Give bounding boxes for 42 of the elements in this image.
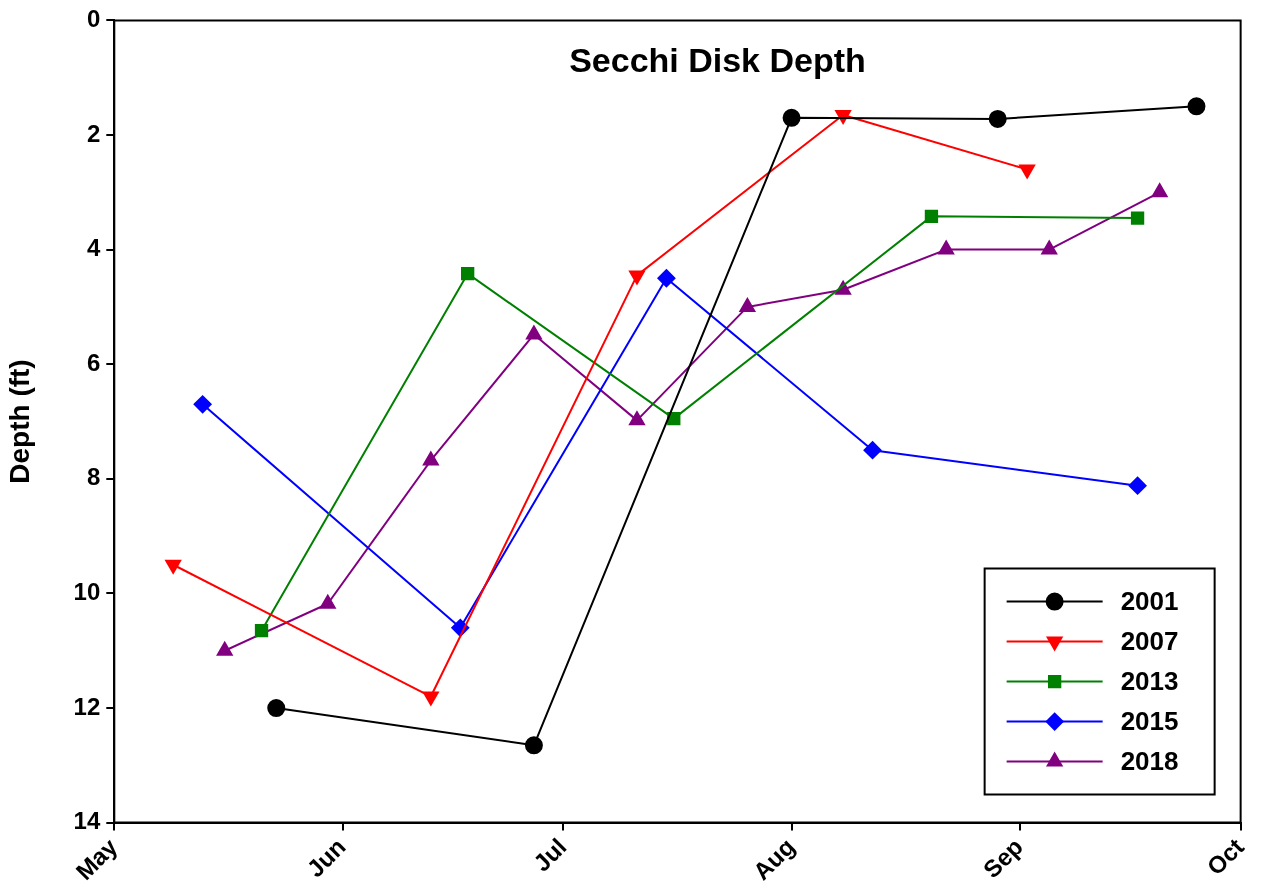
point (422, 691, 439, 706)
x-tick-label: Jun (301, 832, 351, 883)
point (1041, 240, 1058, 255)
point (1128, 476, 1147, 495)
legend-label: 2013 (1120, 665, 1179, 696)
point (525, 325, 542, 340)
point (924, 209, 939, 224)
point (629, 411, 645, 426)
y-tick-label: 8 (86, 463, 101, 491)
y-axis-title: Depth (ft) (3, 359, 35, 484)
legend-label: 2001 (1120, 585, 1179, 616)
legend-label: 2007 (1120, 625, 1179, 656)
point (1151, 183, 1168, 198)
y-tick-label: 4 (86, 234, 101, 262)
point (524, 736, 543, 755)
point (739, 297, 756, 312)
y-tick-label: 14 (73, 807, 101, 835)
legend-label: 2015 (1120, 705, 1179, 736)
x-tick-label: Sep (977, 832, 1028, 884)
y-tick-label: 12 (73, 692, 101, 720)
point (267, 699, 286, 718)
y-tick-label: 10 (73, 578, 101, 606)
point (165, 559, 182, 574)
point (461, 267, 475, 281)
x-tick-label: May (70, 832, 123, 886)
y-tick-label: 2 (86, 119, 101, 147)
point (938, 240, 955, 255)
point (782, 108, 801, 127)
y-tick-label: 6 (86, 348, 101, 376)
y-tick-label: 0 (86, 5, 101, 33)
point (193, 395, 212, 414)
text: Secchi Disk Depth (569, 40, 866, 79)
point (1187, 97, 1206, 116)
x-tick-label: Jul (527, 832, 572, 877)
point (1130, 211, 1145, 225)
point (254, 624, 269, 638)
legend-label: 2018 (1120, 745, 1179, 776)
x-tick-label: Oct (1201, 832, 1249, 881)
point (422, 451, 439, 466)
point (863, 441, 882, 460)
point (657, 269, 676, 288)
point (988, 109, 1007, 128)
